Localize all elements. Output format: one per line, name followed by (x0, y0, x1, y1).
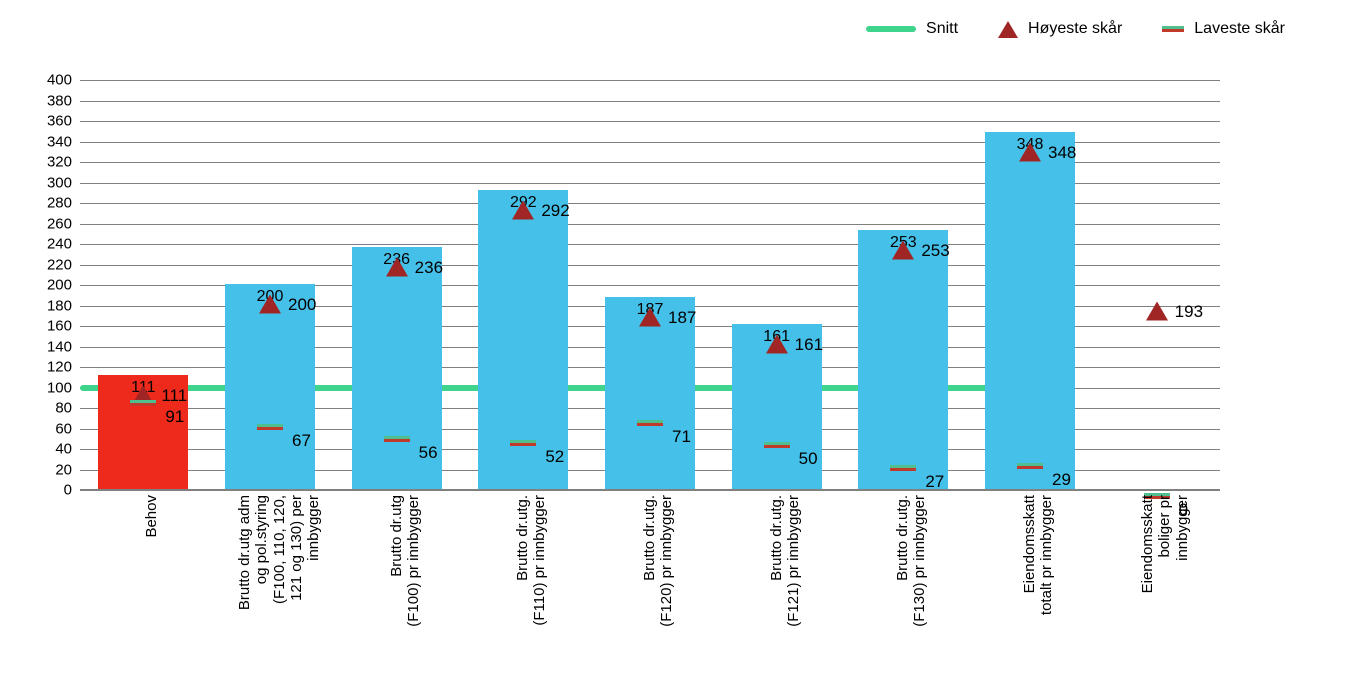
y-tick-label: 240 (32, 236, 72, 253)
triangle-up-icon (998, 21, 1018, 38)
high-value-label: 111 (161, 386, 187, 406)
low-marker-icon (637, 420, 663, 426)
y-tick-label: 120 (32, 359, 72, 376)
bar: 348 (985, 132, 1075, 489)
gridline (80, 101, 1220, 102)
low-value-label: 29 (1052, 470, 1071, 490)
gridline (80, 80, 1220, 81)
low-value-label: 71 (672, 427, 691, 447)
y-tick-label: 200 (32, 277, 72, 294)
low-marker-icon (1017, 463, 1043, 469)
high-marker-icon (892, 240, 914, 259)
low-value-label: 91 (165, 407, 184, 427)
high-value-label: 236 (415, 258, 443, 278)
x-category-label: Brutto dr.utg.(F130) pr innbygger (894, 495, 929, 627)
legend-item-snitt: Snitt (866, 20, 958, 38)
high-marker-icon (1146, 302, 1168, 321)
high-marker-icon (386, 258, 408, 277)
x-category-label: Brutto dr.utg(F100) pr innbygger (388, 495, 423, 627)
x-category-label: Eiendomsskattboliger prinnbygger (1139, 495, 1191, 593)
low-marker-icon (130, 400, 156, 406)
low-value-label: 56 (419, 443, 438, 463)
y-tick-label: 360 (32, 113, 72, 130)
bar: 253 (858, 230, 948, 489)
y-tick-label: 400 (32, 72, 72, 89)
x-category-label: Eiendomsskatttotalt pr innbygger (1021, 495, 1056, 615)
low-value-label: 52 (545, 447, 564, 467)
high-value-label: 187 (668, 308, 696, 328)
legend-label: Snitt (926, 20, 958, 38)
low-value-label: 67 (292, 431, 311, 451)
high-value-label: 348 (1048, 143, 1076, 163)
x-category-label: Brutto dr.utg admog pol.styring(F100, 11… (236, 495, 322, 610)
y-tick-label: 300 (32, 174, 72, 191)
high-value-label: 193 (1175, 302, 1203, 322)
high-marker-icon (259, 295, 281, 314)
x-category-label: Brutto dr.utg.(F110) pr innbygger (514, 495, 549, 626)
legend-item-high: Høyeste skår (998, 20, 1122, 38)
plot-area: 0204060801001201401601802002202402602803… (80, 80, 1220, 490)
low-marker-icon (384, 436, 410, 442)
legend: Snitt Høyeste skår Laveste skår (866, 20, 1285, 38)
gridline (80, 490, 1220, 491)
snitt-line-icon (866, 26, 916, 32)
high-marker-icon (512, 200, 534, 219)
y-tick-label: 260 (32, 215, 72, 232)
y-tick-label: 100 (32, 379, 72, 396)
high-marker-icon (1019, 143, 1041, 162)
y-tick-label: 60 (32, 420, 72, 437)
x-category-label: Brutto dr.utg.(F121) pr innbygger (768, 495, 803, 627)
y-tick-label: 80 (32, 400, 72, 417)
y-tick-label: 180 (32, 297, 72, 314)
y-tick-label: 280 (32, 195, 72, 212)
y-tick-label: 0 (32, 482, 72, 499)
low-value-label: 27 (925, 472, 944, 492)
y-tick-label: 340 (32, 133, 72, 150)
y-tick-label: 40 (32, 441, 72, 458)
high-value-label: 253 (921, 241, 949, 261)
high-value-label: 161 (795, 335, 823, 355)
high-marker-icon (639, 308, 661, 327)
legend-item-low: Laveste skår (1162, 20, 1285, 38)
y-tick-label: 380 (32, 92, 72, 109)
y-tick-label: 220 (32, 256, 72, 273)
y-tick-label: 20 (32, 461, 72, 478)
low-marker-icon (510, 440, 536, 446)
low-value-label: 50 (799, 449, 818, 469)
high-value-label: 292 (541, 201, 569, 221)
low-marker-icon (257, 424, 283, 430)
low-marker-icon (764, 442, 790, 448)
legend-label: Laveste skår (1194, 20, 1285, 38)
legend-label: Høyeste skår (1028, 20, 1122, 38)
high-value-label: 200 (288, 295, 316, 315)
x-axis-labels: Behov Brutto dr.utg admog pol.styring(F10… (80, 495, 1220, 675)
low-marker-icon (890, 465, 916, 471)
chart-container: Snitt Høyeste skår Laveste skår 02040608… (20, 20, 1325, 651)
gridline (80, 121, 1220, 122)
dash-icon (1162, 26, 1184, 32)
y-tick-label: 320 (32, 154, 72, 171)
high-marker-icon (766, 334, 788, 353)
x-category-label: Behov (143, 495, 160, 538)
x-category-label: Brutto dr.utg.(F120) pr innbygger (641, 495, 676, 627)
y-tick-label: 160 (32, 318, 72, 335)
y-tick-label: 140 (32, 338, 72, 355)
